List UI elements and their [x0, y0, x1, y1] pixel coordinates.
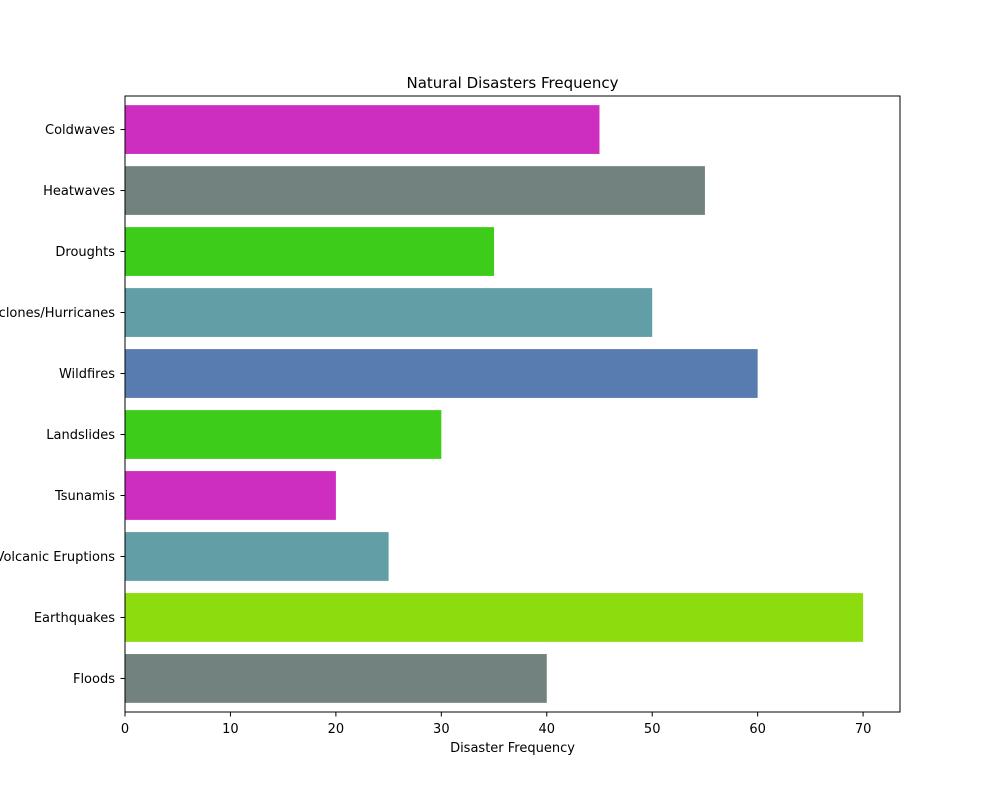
bar-heatwaves [125, 166, 705, 215]
bar-droughts [125, 227, 495, 276]
x-axis-ticks: 0 10 20 30 40 50 60 70 [121, 712, 872, 737]
y-tick-label-floods: Floods [73, 672, 115, 687]
bars-group [125, 105, 864, 703]
y-tick-label-landslides: Landslides [46, 428, 115, 443]
bar-tsunamis [125, 471, 336, 520]
x-axis-title: Disaster Frequency [450, 741, 575, 756]
x-tick-label-60: 60 [749, 722, 766, 737]
bar-coldwaves [125, 105, 600, 154]
x-tick-label-30: 30 [433, 722, 450, 737]
plot-frame [124, 95, 901, 713]
y-tick-label-volcanic-eruptions: Volcanic Eruptions [0, 550, 115, 565]
x-tick-label-0: 0 [121, 722, 129, 737]
bar-volcanic-eruptions [125, 532, 389, 581]
y-tick-label-droughts: Droughts [55, 245, 115, 260]
x-tick-label-10: 10 [222, 722, 239, 737]
y-tick-label-earthquakes: Earthquakes [34, 611, 115, 626]
x-tick-label-50: 50 [644, 722, 661, 737]
y-tick-label-cyclones-hurricanes: Cyclones/Hurricanes [0, 306, 115, 321]
y-tick-label-wildfires: Wildfires [59, 367, 115, 382]
bar-cyclones-hurricanes [125, 288, 653, 337]
bar-floods [125, 654, 547, 703]
bar-landslides [125, 410, 442, 459]
y-tick-label-coldwaves: Coldwaves [45, 123, 115, 138]
x-tick-label-20: 20 [328, 722, 345, 737]
y-tick-label-tsunamis: Tsunamis [54, 489, 115, 504]
y-axis-ticks: Floods Earthquakes Volcanic Eruptions Tsuna… [0, 123, 125, 687]
y-tick-label-heatwaves: Heatwaves [43, 184, 115, 199]
x-tick-label-70: 70 [855, 722, 872, 737]
bar-wildfires [125, 349, 758, 398]
bar-earthquakes [125, 593, 864, 642]
x-tick-label-40: 40 [538, 722, 555, 737]
chart-title: Natural Disasters Frequency [407, 74, 619, 92]
